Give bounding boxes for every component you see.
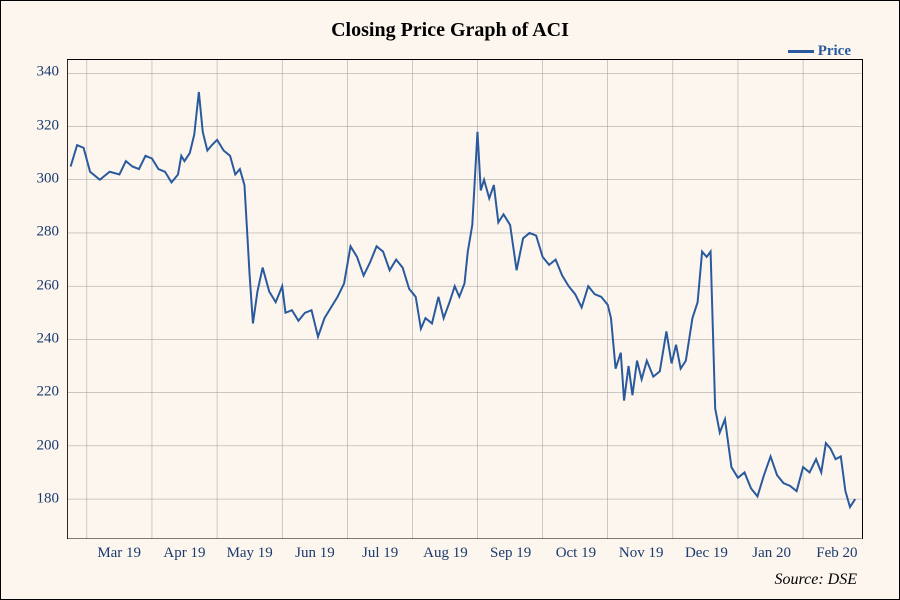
x-tick-label: Jan 20 — [752, 545, 791, 562]
y-tick-label: 180 — [23, 491, 59, 508]
x-tick-label: Jun 19 — [295, 545, 335, 562]
y-tick-label: 300 — [23, 171, 59, 188]
source-label: Source: DSE — [775, 571, 858, 589]
x-tick-label: Dec 19 — [685, 545, 728, 562]
x-tick-label: Sep 19 — [490, 545, 531, 562]
plot-area — [67, 59, 863, 539]
y-tick-label: 320 — [23, 117, 59, 134]
legend: Price — [788, 43, 851, 60]
y-tick-label: 220 — [23, 384, 59, 401]
x-tick-label: Oct 19 — [556, 545, 596, 562]
x-tick-label: May 19 — [227, 545, 273, 562]
y-tick-label: 340 — [23, 64, 59, 81]
x-tick-label: Jul 19 — [362, 545, 398, 562]
price-line — [71, 92, 856, 507]
x-tick-label: Apr 19 — [163, 545, 205, 562]
legend-swatch — [788, 50, 814, 53]
x-tick-label: Aug 19 — [423, 545, 468, 562]
y-tick-label: 200 — [23, 437, 59, 454]
y-tick-label: 280 — [23, 224, 59, 241]
chart-title: Closing Price Graph of ACI — [1, 19, 899, 42]
x-tick-label: Feb 20 — [816, 545, 857, 562]
y-tick-label: 260 — [23, 277, 59, 294]
x-tick-label: Nov 19 — [619, 545, 664, 562]
legend-label: Price — [818, 43, 851, 60]
x-tick-label: Mar 19 — [97, 545, 141, 562]
chart-container: Closing Price Graph of ACI Price 180 200 2… — [0, 0, 900, 600]
y-tick-label: 240 — [23, 331, 59, 348]
